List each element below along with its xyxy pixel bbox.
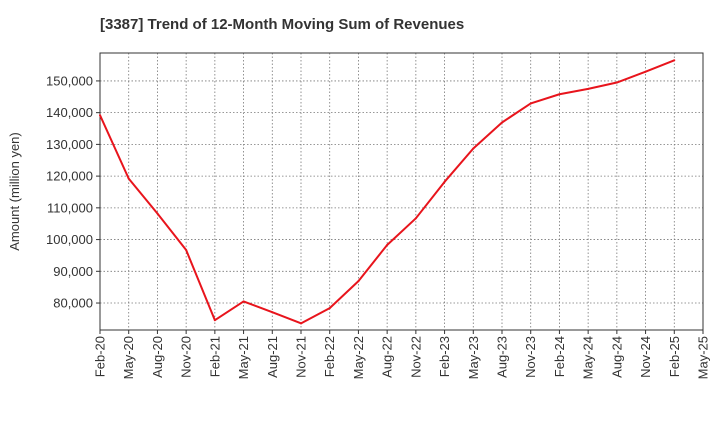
x-tick-label: Feb-21 <box>207 336 222 377</box>
y-axis-ticks: 80,000 90,000 100,000 110,000 120,000 130,000… <box>46 73 100 311</box>
data-point <box>558 93 561 96</box>
y-tick-label: 130,000 <box>46 137 93 152</box>
x-tick-label: Aug-22 <box>380 336 395 378</box>
data-point <box>529 102 532 105</box>
x-tick-label: Nov-23 <box>523 336 538 378</box>
data-point <box>414 217 417 220</box>
data-point <box>127 177 130 180</box>
series-layer <box>99 59 676 325</box>
x-tick-label: May-21 <box>236 336 251 379</box>
y-tick-label: 120,000 <box>46 169 93 184</box>
data-point <box>213 319 216 322</box>
x-tick-label: Feb-25 <box>667 336 682 377</box>
x-tick-label: May-20 <box>121 336 136 379</box>
x-tick-label: Nov-21 <box>294 336 309 378</box>
x-tick-label: Feb-20 <box>93 336 108 377</box>
y-tick-label: 140,000 <box>46 105 93 120</box>
data-point <box>472 147 475 150</box>
data-point <box>615 81 618 84</box>
data-point <box>328 307 331 310</box>
y-tick-label: 80,000 <box>53 296 93 311</box>
x-tick-label: May-24 <box>581 336 596 379</box>
data-point <box>673 59 676 62</box>
x-tick-label: May-25 <box>696 336 711 379</box>
x-tick-label: May-23 <box>466 336 481 379</box>
data-point <box>242 300 245 303</box>
x-tick-label: Aug-24 <box>609 336 624 378</box>
x-tick-label: Nov-20 <box>179 336 194 378</box>
x-tick-label: Aug-23 <box>495 336 510 378</box>
x-tick-label: Aug-20 <box>150 336 165 378</box>
y-tick-label: 90,000 <box>53 264 93 279</box>
chart-title: [3387] Trend of 12-Month Moving Sum of R… <box>100 16 465 33</box>
x-tick-label: Feb-22 <box>322 336 337 377</box>
data-point <box>587 87 590 90</box>
data-point <box>357 280 360 283</box>
data-point <box>443 180 446 183</box>
data-point <box>99 114 101 117</box>
data-point <box>271 311 274 314</box>
y-tick-label: 100,000 <box>46 232 93 247</box>
data-point <box>300 322 302 325</box>
y-axis-label: Amount (million yen) <box>7 132 22 251</box>
x-axis-ticks: Feb-20 May-20 Aug-20 Nov-20 Feb-21 May-21 Aug-… <box>93 330 711 379</box>
x-tick-label: Aug-21 <box>265 336 280 378</box>
y-tick-label: 110,000 <box>47 200 93 215</box>
x-tick-label: May-22 <box>351 336 366 379</box>
data-point <box>185 249 188 252</box>
plot-area-frame <box>99 52 704 331</box>
x-tick-label: Nov-24 <box>638 336 653 378</box>
data-point <box>386 243 389 246</box>
y-tick-label: 150,000 <box>46 73 93 88</box>
x-tick-label: Feb-24 <box>552 336 567 377</box>
grid <box>100 53 703 330</box>
data-point <box>156 212 159 215</box>
data-point <box>644 70 647 73</box>
data-point <box>501 121 503 124</box>
x-tick-label: Feb-23 <box>437 336 452 377</box>
x-tick-label: Nov-22 <box>408 336 423 378</box>
